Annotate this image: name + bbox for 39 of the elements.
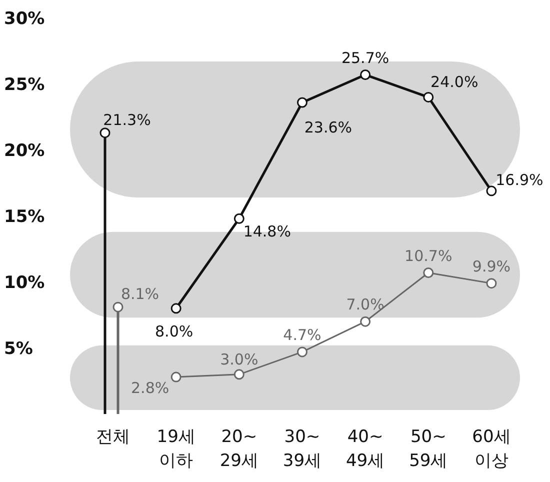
point (170, 372, 182, 382)
x-tick-label: 50~ 59세 (409, 427, 448, 471)
data-label: 24.0% (430, 73, 478, 92)
data-label: 8.0% (155, 322, 194, 340)
y-tick-label: 30% (4, 9, 45, 29)
data-label: 16.9% (496, 170, 544, 189)
data-label: 8.1% (120, 285, 160, 304)
point (486, 278, 497, 289)
point (234, 213, 244, 224)
y-tick-label: 10% (4, 273, 45, 293)
point (360, 70, 371, 80)
data-label: 7.0% (346, 296, 384, 314)
data-label: 3.0% (220, 350, 258, 368)
x-tick-label: 20~ 29세 (220, 427, 258, 471)
data-label: 9.9% (472, 257, 511, 276)
y-tick-label: 15% (4, 207, 45, 227)
data-label: 23.6% (304, 118, 352, 136)
x-tick-label: 60세 이상 (472, 427, 511, 471)
point (296, 346, 308, 358)
data-label: 2.8% (131, 379, 170, 398)
y-tick-label: 5% (4, 339, 33, 359)
y-tick-label: 20% (4, 141, 45, 161)
data-label: 14.8% (243, 222, 291, 241)
data-label: 21.3% (103, 110, 151, 129)
x-tick-label: 30~ 39세 (282, 427, 322, 471)
point (234, 369, 244, 380)
data-label: 10.7% (404, 246, 452, 265)
point (486, 186, 497, 196)
point (360, 316, 371, 327)
x-tick-label: 19세 이하 (156, 427, 196, 471)
data-label: 4.7% (283, 326, 322, 344)
x-tick-label: 40~ 49세 (346, 427, 385, 471)
point (423, 92, 434, 102)
point (423, 268, 434, 278)
point (170, 303, 182, 314)
point (296, 97, 308, 108)
y-tick-label: 25% (4, 75, 45, 95)
data-label: 25.7% (341, 48, 390, 67)
x-tick-label: 전체 (96, 427, 130, 447)
